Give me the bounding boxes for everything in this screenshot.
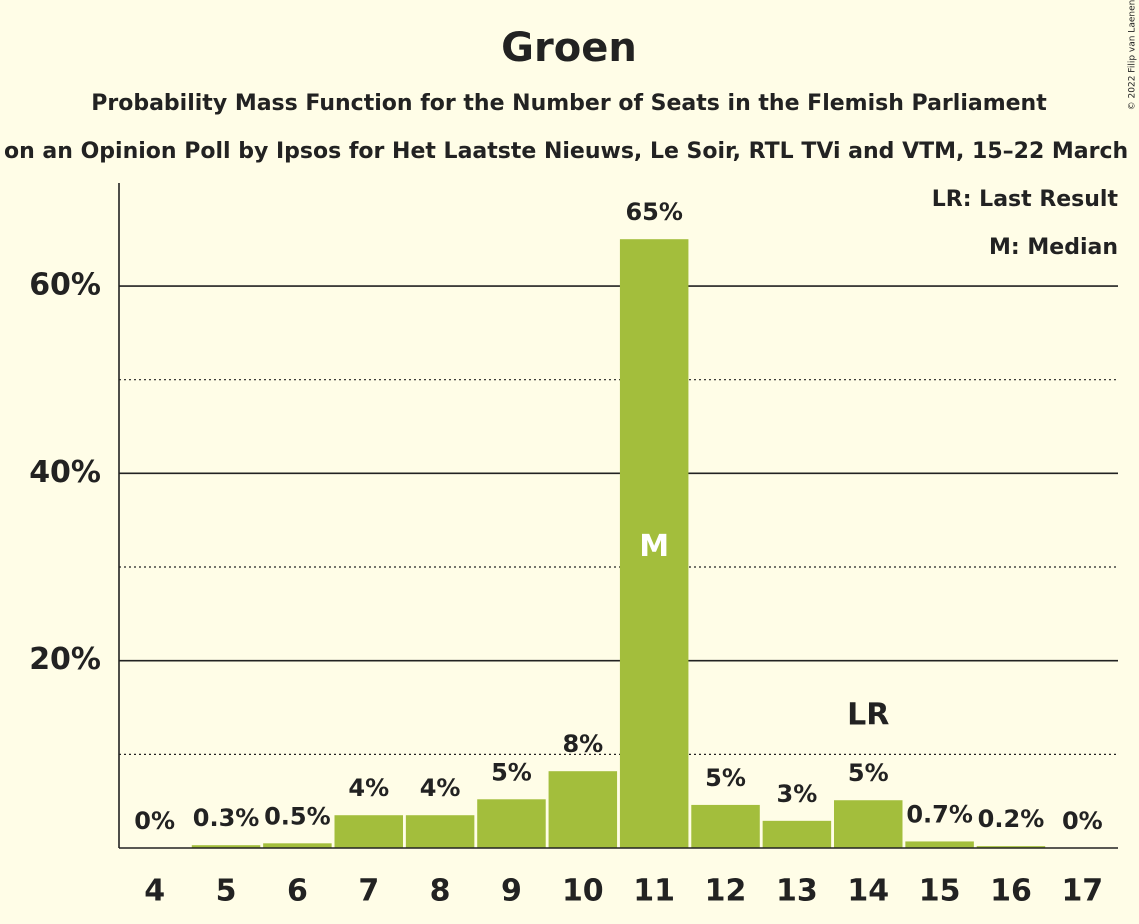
value-label: 0.3% [193,804,260,832]
legend-entry: M: Median [989,235,1118,260]
legend-entry: LR: Last Result [932,187,1119,212]
value-label: 4% [348,774,389,802]
bar [548,771,618,848]
x-tick-label: 14 [847,874,889,909]
bar [833,800,903,848]
bar [762,820,832,848]
chart-subtitle: on an Opinion Poll by Ipsos for Het Laat… [4,139,1128,164]
x-tick-label: 10 [562,874,604,909]
bar [619,239,689,848]
x-tick-label: 9 [501,874,522,909]
value-label: 5% [848,759,889,787]
x-tick-label: 16 [990,874,1032,909]
value-label: 0.5% [264,802,331,830]
x-tick-label: 4 [144,874,165,909]
bar [976,846,1046,848]
bar [691,804,760,848]
copyright: © 2022 Filip van Laenen [1128,0,1138,110]
bar [405,815,475,848]
value-label: 0% [1062,807,1103,835]
chart-title: Groen [501,25,637,71]
value-label: 3% [777,780,818,808]
x-tick-label: 7 [358,874,379,909]
x-tick-label: 5 [216,874,237,909]
bar [477,799,546,848]
bar [191,845,261,848]
x-tick-label: 8 [430,874,451,909]
bar [905,841,974,848]
median-marker: M [639,529,669,564]
value-label: 0% [134,807,175,835]
value-label: 0.2% [978,805,1045,833]
value-label: 5% [491,758,532,786]
y-tick-label: 20% [29,642,101,677]
value-label: 65% [625,198,682,226]
x-tick-label: 13 [776,874,818,909]
y-tick-label: 60% [29,268,101,303]
value-label: 4% [420,774,461,802]
x-tick-label: 15 [919,874,961,909]
chart-subtitle: Probability Mass Function for the Number… [91,91,1047,116]
value-label: 5% [705,764,746,792]
value-label: 0.7% [906,800,973,828]
x-tick-label: 12 [705,874,747,909]
x-tick-label: 6 [287,874,308,909]
y-tick-label: 40% [29,455,101,490]
bar [334,815,404,848]
x-tick-label: 17 [1061,874,1103,909]
bar [263,843,332,848]
x-tick-label: 11 [633,874,675,909]
value-label: 8% [562,730,603,758]
last-result-marker: LR [847,698,889,733]
